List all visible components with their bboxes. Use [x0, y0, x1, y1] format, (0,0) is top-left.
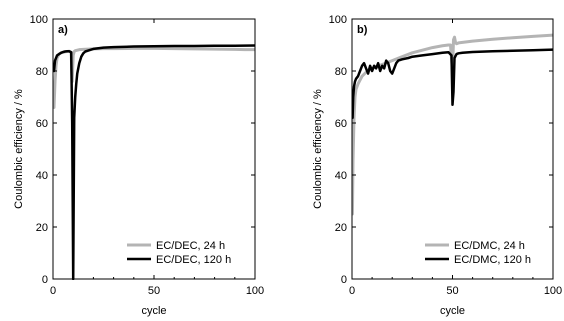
x-axis-title: cycle	[440, 305, 465, 317]
y-axis-title: Coulombic efficiency / %	[13, 89, 25, 209]
series-line-1	[53, 46, 255, 109]
series-line-2	[352, 48, 553, 120]
y-tick-label: 100	[30, 14, 48, 26]
y-tick-label: 80	[335, 66, 347, 78]
x-tick-label: 0	[50, 285, 56, 297]
y-tick-label: 20	[335, 222, 347, 234]
x-tick-label: 100	[246, 285, 264, 297]
panel-label: b)	[357, 24, 368, 36]
y-tick-label: 60	[36, 118, 48, 130]
y-tick-label: 100	[329, 14, 347, 26]
panel-label: a)	[58, 24, 68, 36]
y-tick-label: 0	[341, 274, 347, 286]
series-line-1	[352, 33, 553, 216]
y-tick-label: 40	[335, 170, 347, 182]
x-tick-label: 100	[544, 285, 562, 297]
x-tick-label: 50	[148, 285, 160, 297]
y-tick-label: 80	[36, 66, 48, 78]
y-tick-label: 40	[36, 170, 48, 182]
legend: EC/DEC, 24 h EC/DEC, 120 h	[127, 240, 231, 266]
y-axis-title: Coulombic efficiency / %	[312, 89, 324, 209]
series-line-2	[53, 44, 255, 280]
y-tick-label: 0	[42, 274, 48, 286]
x-axis-title: cycle	[141, 305, 166, 317]
legend: EC/DMC, 24 h EC/DMC, 120 h	[425, 240, 531, 266]
x-tick-label: 0	[349, 285, 355, 297]
chart-panel-b: 0 20 40 60 80 100 0 50 100 cycle Coulombic efficie…	[312, 14, 562, 317]
legend-label: EC/DMC, 24 h	[454, 240, 525, 252]
x-tick-label: 50	[446, 285, 458, 297]
y-tick-label: 60	[335, 118, 347, 130]
legend-label: EC/DMC, 120 h	[454, 254, 531, 266]
chart-panel-a: 0 20 40 60 80 100 0 50 100 cycle Coulombic efficie…	[13, 14, 264, 317]
legend-label: EC/DEC, 24 h	[156, 240, 225, 252]
legend-label: EC/DEC, 120 h	[156, 254, 231, 266]
y-tick-label: 20	[36, 222, 48, 234]
